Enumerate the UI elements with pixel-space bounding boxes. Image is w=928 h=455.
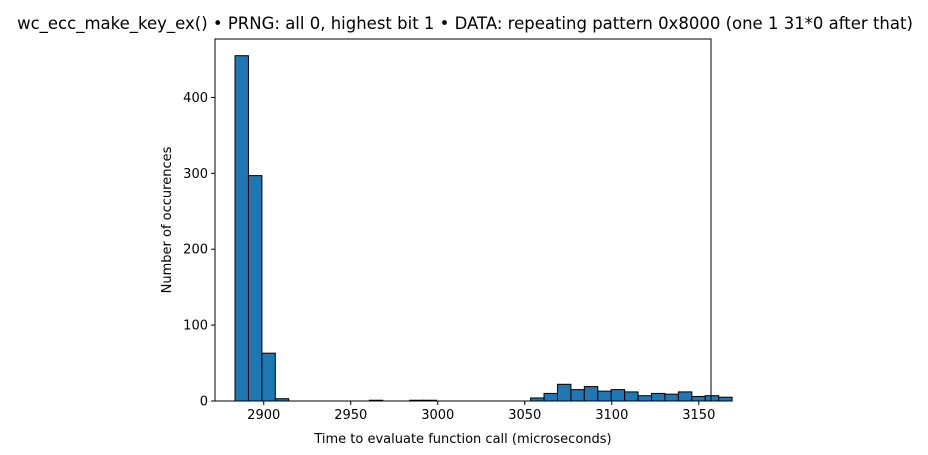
- histogram-bar: [677, 391, 693, 402]
- y-tick-label: 400: [183, 91, 208, 106]
- histogram-bar: [610, 389, 626, 402]
- y-tick-label: 100: [183, 319, 208, 334]
- histogram-bar: [247, 175, 263, 402]
- x-axis-label: Time to evaluate function call (microsec…: [313, 432, 611, 447]
- x-tick-label: 2950: [334, 408, 367, 423]
- histogram-bar: [597, 390, 612, 402]
- histogram-bar: [664, 393, 679, 402]
- histogram-bar: [570, 389, 585, 402]
- histogram-bar: [261, 352, 276, 402]
- x-axis: 2900 2950 3000 3050 3100 3150: [247, 401, 715, 423]
- histogram-bar: [583, 386, 599, 402]
- x-tick-label: 3100: [595, 408, 628, 423]
- histogram-bar: [556, 383, 572, 402]
- histogram-bar: [651, 392, 666, 402]
- x-tick-label: 3000: [421, 408, 454, 423]
- bars-group: [234, 55, 733, 402]
- histogram-bar: [637, 395, 653, 402]
- plot-frame: [214, 38, 712, 402]
- histogram-bar: [234, 55, 249, 402]
- y-axis-label: Number of occurences: [160, 146, 175, 293]
- y-tick-label: 200: [183, 243, 208, 258]
- x-tick-label: 2900: [247, 408, 280, 423]
- histogram-bar: [704, 395, 720, 402]
- y-tick-label: 300: [183, 167, 208, 182]
- y-axis: 0 100 200 300 400: [183, 91, 215, 410]
- y-tick-label: 0: [200, 395, 208, 410]
- x-tick-label: 3150: [682, 408, 715, 423]
- histogram-bar: [543, 392, 558, 402]
- x-tick-label: 3050: [508, 408, 541, 423]
- histogram-bar: [624, 391, 639, 402]
- histogram-bar: [718, 396, 733, 402]
- chart-title: wc_ecc_make_key_ex() • PRNG: all 0, high…: [17, 14, 913, 34]
- histogram-bar: [691, 395, 706, 402]
